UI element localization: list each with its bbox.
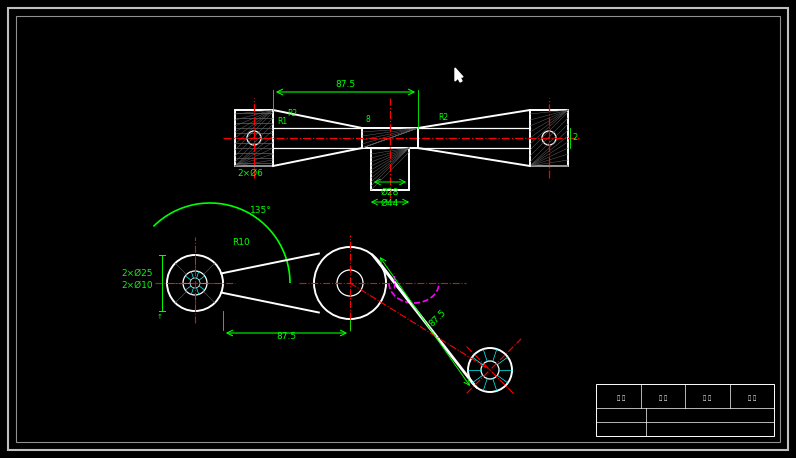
Text: 8: 8 [366,115,371,124]
Text: 2×Ø6: 2×Ø6 [237,169,263,178]
Bar [596,384,774,436]
Bar [371,148,409,190]
Text: 2×Ø10: 2×Ø10 [121,280,153,289]
Text: 2×Ø25: 2×Ø25 [122,268,153,278]
Bar [530,110,568,166]
Text: 135°: 135° [250,206,271,215]
Bar [362,128,418,148]
Text: Ø44: Ø44 [380,199,399,208]
Text: ↑: ↑ [157,314,163,320]
Text: R2: R2 [438,113,448,122]
Text: Ø28: Ø28 [380,188,399,197]
Bar [235,110,273,166]
Text: 87.5: 87.5 [335,80,356,89]
Text: 材 料: 材 料 [747,395,756,401]
Text: 87.5: 87.5 [276,332,297,341]
Text: 重 量: 重 量 [617,395,625,401]
Text: 比 例: 比 例 [658,395,667,401]
Text: 87.5: 87.5 [427,308,448,329]
Text: 零 件: 零 件 [703,395,712,401]
Text: R10: R10 [232,238,250,247]
Polygon shape [455,68,463,82]
Text: R1: R1 [277,117,287,126]
Text: 2: 2 [572,133,577,142]
Text: R2: R2 [287,109,297,118]
